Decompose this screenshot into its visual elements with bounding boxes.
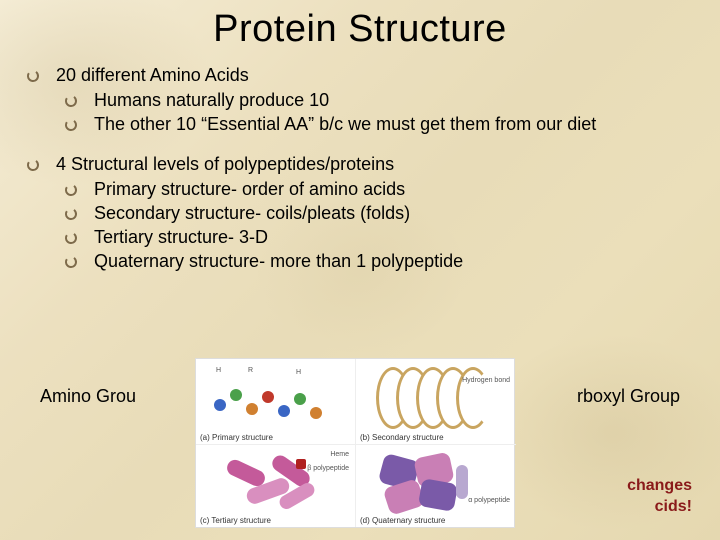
caption-secondary: (b) Secondary structure	[360, 433, 444, 442]
label-carboxyl-group: rboxyl Group	[577, 386, 680, 407]
diagram-tertiary: Heme β polypeptide (c) Tertiary structur…	[196, 445, 356, 527]
caption-tertiary: (c) Tertiary structure	[200, 516, 271, 525]
caption-quaternary: (d) Quaternary structure	[360, 516, 445, 525]
structure-diagram: H R H (a) Primary structure Hydrogen bon…	[195, 358, 515, 528]
label-hbond: Hydrogen bond	[462, 377, 510, 384]
diagram-quaternary: α polypeptide (d) Quaternary structure	[356, 445, 516, 527]
emphasis-line1: changes	[627, 476, 692, 497]
bullet-text: 20 different Amino Acids	[56, 65, 249, 86]
bullet-text: Quaternary structure- more than 1 polype…	[94, 251, 463, 272]
page-title: Protein Structure	[20, 8, 700, 51]
slide: Protein Structure 20 different Amino Aci…	[0, 0, 720, 540]
bullet-amino-acids: 20 different Amino Acids	[26, 65, 700, 86]
bullet-ring-icon	[64, 94, 78, 108]
bullet-text: Tertiary structure- 3-D	[94, 227, 268, 248]
bullet-humans-produce: Humans naturally produce 10	[64, 90, 700, 111]
caption-primary: (a) Primary structure	[200, 433, 273, 442]
bullet-tertiary: Tertiary structure- 3-D	[64, 227, 700, 248]
bullet-ring-icon	[64, 183, 78, 197]
bullet-essential-aa: The other 10 “Essential AA” b/c we must …	[64, 114, 700, 135]
bullet-ring-icon	[26, 158, 40, 172]
bullet-ring-icon	[64, 231, 78, 245]
label-alpha: α polypeptide	[468, 497, 510, 504]
emphasis-line2: cids!	[627, 497, 692, 518]
bullet-text: 4 Structural levels of polypeptides/prot…	[56, 154, 394, 175]
label-amino-group: Amino Grou	[40, 386, 136, 407]
bullet-ring-icon	[64, 207, 78, 221]
bullet-ring-icon	[64, 255, 78, 269]
bullet-ring-icon	[26, 69, 40, 83]
emphasis-text-fragment: changes cids!	[627, 476, 692, 518]
label-heme: Heme	[330, 451, 349, 458]
bullet-quaternary: Quaternary structure- more than 1 polype…	[64, 251, 700, 272]
bullet-ring-icon	[64, 118, 78, 132]
bullet-text: Primary structure- order of amino acids	[94, 179, 405, 200]
group-labels-row: Amino Grou rboxyl Group	[0, 386, 720, 407]
bullet-text: Humans naturally produce 10	[94, 90, 329, 111]
bullet-secondary: Secondary structure- coils/pleats (folds…	[64, 203, 700, 224]
bullet-text: Secondary structure- coils/pleats (folds…	[94, 203, 410, 224]
bullet-structural-levels: 4 Structural levels of polypeptides/prot…	[26, 154, 700, 175]
bullet-primary: Primary structure- order of amino acids	[64, 179, 700, 200]
label-beta: β polypeptide	[307, 465, 349, 472]
bullet-text: The other 10 “Essential AA” b/c we must …	[94, 114, 596, 135]
